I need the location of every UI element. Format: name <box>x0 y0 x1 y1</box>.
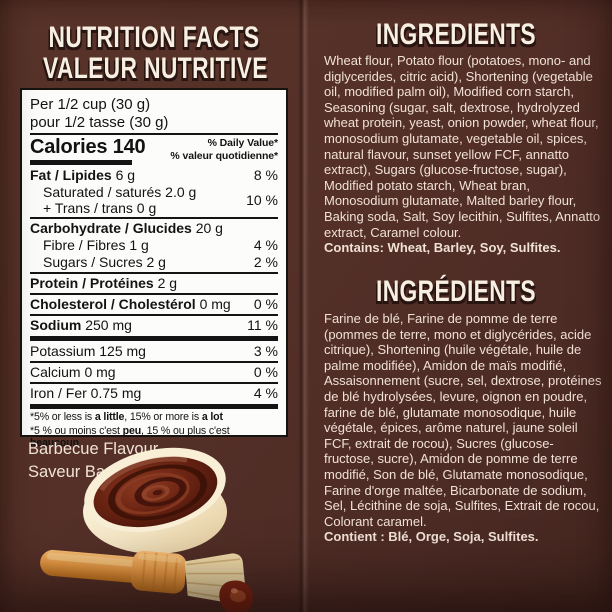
nutrient-row-fat: Fat / Lipides 6 g 8 % <box>30 167 278 183</box>
divider <box>30 272 278 274</box>
divider <box>30 217 278 219</box>
nutrition-facts-table: Per 1/2 cup (30 g) pour 1/2 tasse (30 g)… <box>20 88 288 449</box>
divider <box>30 133 278 135</box>
contains-statement-en: Contains: Wheat, Barley, Soy, Sulfites. <box>324 240 561 256</box>
contains-statement-fr: Contient : Blé, Orge, Soja, Sulfites. <box>324 529 539 545</box>
nutrient-row-protein: Protein / Protéines 2 g <box>30 275 178 291</box>
footnote-fr: *5 % ou moins c'est peu, 15 % ou plus c'… <box>30 424 230 450</box>
sauce-bowl-and-brush-illustration <box>40 447 253 612</box>
ingredients-fr: Farine de blé, Farine de pomme de terre … <box>324 311 603 545</box>
ingredients-body-en: Wheat flour, Potato flour (potatoes, mon… <box>324 53 601 240</box>
daily-value-header: % Daily Value* % valeur quotidienne* <box>170 137 278 162</box>
nutrient-row-potassium: Potassium 125 mg 3 % <box>30 343 278 359</box>
divider <box>30 293 278 295</box>
nutrient-row-iron: Iron / Fer 0.75 mg 4 % <box>30 385 278 401</box>
basting-brush-icon <box>40 549 253 612</box>
nutrient-row-saturated-trans: Saturated / saturés 2.0 g + Trans / tran… <box>43 184 278 216</box>
sauce-bowl-icon <box>83 447 227 554</box>
calories-underline <box>30 160 132 165</box>
nutrition-title-fr: VALEUR NUTRITIVE <box>43 52 268 85</box>
nutrient-row-carbohydrate: Carbohydrate / Glucides 20 g <box>30 220 223 236</box>
footnote-en: *5% or less is a little, 15% or more is … <box>30 411 223 423</box>
ingredients-body-fr: Farine de blé, Farine de pomme de terre … <box>324 311 602 529</box>
nutrient-row-fibre: Fibre / Fibres 1 g 4 % <box>43 237 278 253</box>
calories-label-value: Calories 140 <box>30 136 146 158</box>
divider <box>30 314 278 316</box>
nutrient-row-calcium: Calcium 0 mg 0 % <box>30 364 278 380</box>
divider-thick <box>30 404 278 409</box>
nutrition-facts-title: NUTRITION FACTS VALEUR NUTRITIVE <box>8 22 300 84</box>
ingredients-title-fr: INGRÉDIENTS <box>375 275 537 308</box>
serving-size-fr: pour 1/2 tasse (30 g) <box>30 114 169 131</box>
nutrient-row-cholesterol: Cholesterol / Cholestérol 0 mg 0 % <box>30 296 278 312</box>
divider <box>30 382 278 384</box>
calories-row: Calories 140 % Daily Value* % valeur quo… <box>30 137 278 167</box>
serving-size-en: Per 1/2 cup (30 g) <box>30 96 151 113</box>
divider <box>30 361 278 363</box>
nutrient-row-sugars: Sugars / Sucres 2 g 2 % <box>43 254 278 270</box>
serving-size: Per 1/2 cup (30 g) pour 1/2 tasse (30 g) <box>30 96 278 132</box>
ingredients-en: Wheat flour, Potato flour (potatoes, mon… <box>324 53 603 256</box>
divider-thick <box>30 336 278 341</box>
nutrient-row-sodium: Sodium 250 mg 11 % <box>30 317 278 333</box>
nutrition-title-en: NUTRITION FACTS <box>48 21 260 54</box>
flavour-en: Barbecue Flavour <box>28 440 159 458</box>
ingredients-title-en: INGREDIENTS <box>375 18 537 51</box>
